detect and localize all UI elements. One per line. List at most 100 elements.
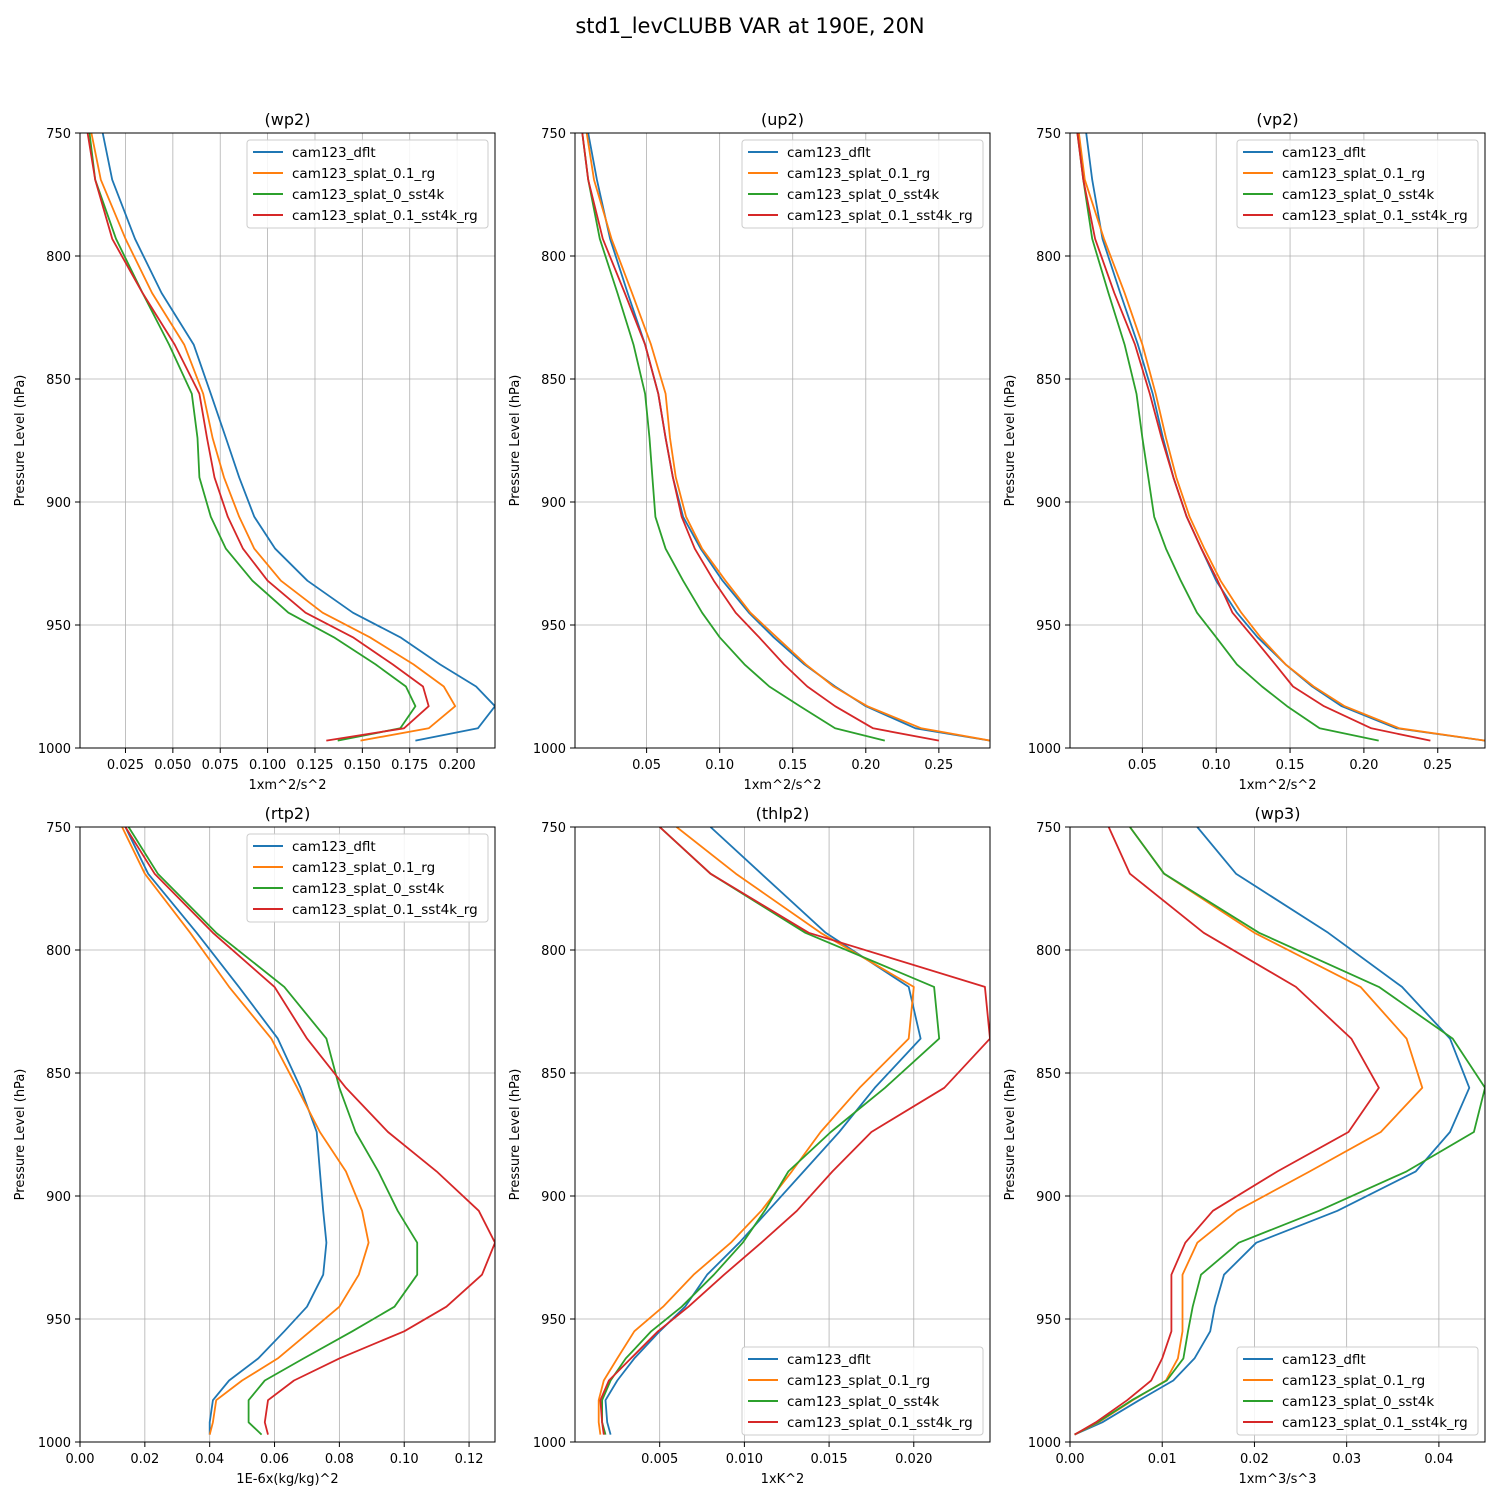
x-tick-label: 0.04 xyxy=(195,1452,224,1467)
legend-box xyxy=(1236,139,1479,229)
legend-box xyxy=(741,139,984,229)
series-line xyxy=(1074,827,1471,1436)
y-tick-label: 1000 xyxy=(533,742,566,757)
y-tick-label: 950 xyxy=(541,619,566,634)
x-axis-label: 1E-6x(kg/kg)^2 xyxy=(236,1472,338,1487)
series-line xyxy=(124,827,495,1435)
x-tick-label: 0.175 xyxy=(391,758,428,773)
series-line xyxy=(90,133,457,742)
y-tick-label: 950 xyxy=(1036,619,1061,634)
subplot-wp2: 0.025 0.050 0.075 0.100 0.125 0.150 0.175 0.200… xyxy=(13,110,496,793)
series-line xyxy=(86,133,430,742)
x-tick-label: 0.20 xyxy=(1349,758,1378,773)
series-line xyxy=(1076,133,1431,742)
x-tick-label: 0.10 xyxy=(705,758,734,773)
x-tick-label: 0.05 xyxy=(1128,758,1157,773)
series-line xyxy=(1074,827,1424,1436)
y-tick-label: 750 xyxy=(541,127,566,142)
y-tick-label: 900 xyxy=(541,1190,566,1205)
x-tick-label: 0.04 xyxy=(1424,1452,1453,1467)
axes-frame xyxy=(79,132,496,749)
x-axis-label: 1xm^2/s^2 xyxy=(743,778,821,793)
series-line xyxy=(599,827,990,1435)
x-tick-label: 0.02 xyxy=(1240,1452,1269,1467)
y-tick-label: 850 xyxy=(46,373,71,388)
y-tick-label: 800 xyxy=(46,250,71,265)
legend-entry: cam123_splat_0_sst4k xyxy=(292,881,444,897)
y-tick-label: 850 xyxy=(46,1067,71,1082)
x-tick-label: 0.025 xyxy=(107,758,144,773)
x-tick-label: 0.100 xyxy=(249,758,286,773)
axes-frame xyxy=(1069,132,1486,749)
y-tick-label: 850 xyxy=(1036,1067,1061,1082)
legend: cam123_dflt cam123_splat_0.1_rg cam123_spl… xyxy=(246,139,489,229)
series-line xyxy=(581,133,940,742)
legend-entry: cam123_splat_0_sst4k xyxy=(787,187,939,203)
subplot-title: (up2) xyxy=(761,110,804,129)
y-axis-label: Pressure Level (hPa) xyxy=(13,375,28,507)
legend-entry: cam123_splat_0_sst4k xyxy=(1282,187,1434,203)
x-tick-label: 0.15 xyxy=(1276,758,1305,773)
y-tick-label: 800 xyxy=(1036,250,1061,265)
legend-entry: cam123_splat_0.1_sst4k_rg xyxy=(1282,1415,1468,1431)
figure-title: std1_levCLUBB VAR at 190E, 20N xyxy=(575,14,925,38)
legend-entry: cam123_splat_0.1_rg xyxy=(1282,166,1425,182)
legend-entry: cam123_dflt xyxy=(787,1352,871,1368)
legend-entry: cam123_splat_0.1_sst4k_rg xyxy=(1282,208,1468,224)
series-line xyxy=(597,827,915,1435)
y-tick-label: 850 xyxy=(1036,373,1061,388)
legend-entry: cam123_splat_0.1_sst4k_rg xyxy=(292,208,478,224)
subplot-title: (rtp2) xyxy=(265,804,311,823)
x-tick-label: 0.15 xyxy=(778,758,807,773)
x-tick-label: 0.125 xyxy=(296,758,333,773)
legend-entry: cam123_splat_0.1_rg xyxy=(1282,1373,1425,1389)
x-tick-label: 0.075 xyxy=(202,758,239,773)
x-tick-label: 0.05 xyxy=(632,758,661,773)
series-line xyxy=(585,133,990,742)
y-tick-label: 750 xyxy=(541,821,566,836)
subplot-title: (wp2) xyxy=(265,110,311,129)
x-tick-label: 0.02 xyxy=(130,1452,159,1467)
subplot-thlp2: 0.005 0.010 0.015 0.020 750 800 850 900 950 1000 (… xyxy=(508,804,991,1487)
axes-frame xyxy=(79,826,496,1443)
axes-frame xyxy=(1069,826,1486,1443)
legend-entry: cam123_splat_0.1_sst4k_rg xyxy=(787,1415,973,1431)
x-tick-label: 0.00 xyxy=(66,1452,95,1467)
y-tick-label: 800 xyxy=(46,944,71,959)
y-axis-label: Pressure Level (hPa) xyxy=(13,1069,28,1201)
x-tick-label: 0.005 xyxy=(641,1452,678,1467)
legend: cam123_dflt cam123_splat_0.1_rg cam123_spl… xyxy=(741,1346,984,1436)
axes-frame xyxy=(574,132,991,749)
x-tick-label: 0.00 xyxy=(1056,1452,1085,1467)
series-line xyxy=(1074,827,1380,1436)
legend-box xyxy=(741,1346,984,1436)
legend-box xyxy=(1236,1346,1479,1436)
y-tick-label: 750 xyxy=(1036,821,1061,836)
y-tick-label: 1000 xyxy=(1028,742,1061,757)
y-tick-label: 850 xyxy=(541,373,566,388)
x-tick-label: 0.10 xyxy=(1202,758,1231,773)
y-tick-label: 900 xyxy=(46,1190,71,1205)
subplot-wp3: 0.00 0.01 0.02 0.03 0.04 750 800 850 900 950 1000 (… xyxy=(1003,804,1486,1487)
x-tick-label: 0.050 xyxy=(154,758,191,773)
y-tick-label: 950 xyxy=(46,619,71,634)
subplot-vp2: 0.05 0.10 0.15 0.20 0.25 750 800 850 900 950 1000 (… xyxy=(1003,110,1486,793)
legend-entry: cam123_splat_0_sst4k xyxy=(1282,1394,1434,1410)
subplot-title: (wp3) xyxy=(1255,804,1301,823)
series-line xyxy=(127,827,419,1436)
y-tick-label: 1000 xyxy=(533,1436,566,1451)
subplot-title: (vp2) xyxy=(1256,110,1298,129)
legend-entry: cam123_splat_0.1_rg xyxy=(292,860,435,876)
y-tick-label: 800 xyxy=(1036,944,1061,959)
series-line xyxy=(601,827,941,1435)
legend-box xyxy=(246,833,489,923)
subplot-title: (thlp2) xyxy=(756,804,810,823)
y-axis-label: Pressure Level (hPa) xyxy=(1003,1069,1018,1201)
x-axis-label: 1xm^2/s^2 xyxy=(248,778,326,793)
y-axis-label: Pressure Level (hPa) xyxy=(1003,375,1018,507)
series-line xyxy=(121,827,370,1435)
y-tick-label: 750 xyxy=(46,127,71,142)
legend: cam123_dflt cam123_splat_0.1_rg cam123_spl… xyxy=(1236,139,1479,229)
x-tick-label: 0.010 xyxy=(726,1452,763,1467)
